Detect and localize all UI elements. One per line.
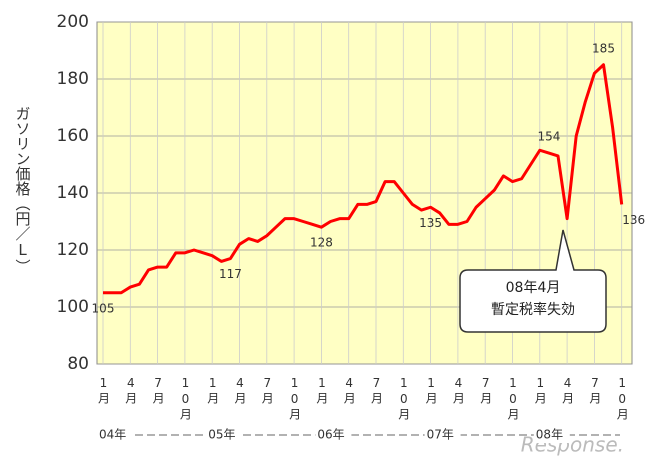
line [103, 63, 624, 295]
year-label: 04年 [99, 428, 126, 442]
x-tick-label: 1月 [424, 376, 438, 406]
y-tick-label: 140 [57, 183, 89, 203]
annotation: 08年4月 [506, 280, 561, 296]
year-label-bg [206, 427, 243, 443]
y-tick-label: 100 [57, 297, 89, 317]
y-tick-label: 120 [57, 240, 89, 260]
x-tick-label: 7月 [479, 376, 493, 406]
data-label: 105 [92, 301, 115, 315]
x-tick-label: 10月 [178, 376, 192, 422]
x-tick-label: 4月 [342, 376, 356, 406]
x-tick-label: 4月 [233, 376, 247, 406]
annotation: 暫定税率失効 [491, 301, 575, 318]
x-tick-label: 10月 [288, 376, 302, 422]
x-tick-label: 7月 [151, 376, 165, 406]
data-label: 185 [592, 41, 615, 55]
y-tick-label: 200 [57, 12, 89, 32]
data-label: 154 [537, 130, 560, 144]
y-axis-label: ガソリン価格（円／L） [14, 106, 32, 274]
year-label-bg [97, 427, 133, 443]
x-tick-label: 10月 [506, 376, 520, 422]
y-tick-label: 80 [67, 354, 89, 374]
year-label: 07年 [427, 428, 454, 442]
data-label: 117 [219, 267, 242, 281]
x-tick-label: 1月 [533, 376, 547, 406]
x-tick-label: 7月 [588, 376, 602, 406]
y-tick-label: 160 [57, 126, 89, 146]
year-label-bg [424, 427, 461, 443]
x-tick-label: 4月 [451, 376, 465, 406]
data-label: 136 [622, 213, 645, 227]
x-tick-label: 1月 [315, 376, 329, 406]
year-label: 08年 [536, 428, 563, 442]
callout [459, 229, 607, 333]
data-label: 128 [310, 236, 333, 250]
x-tick-label: 10月 [615, 376, 629, 422]
x-tick-label: 1月 [97, 376, 111, 406]
x-tick-label: 7月 [260, 376, 274, 406]
x-tick-label: 4月 [124, 376, 138, 406]
x-tick-label: 10月 [397, 376, 411, 422]
x-tick-label: 7月 [370, 376, 384, 406]
year-label-bg [315, 427, 352, 443]
year-label-bg [533, 427, 570, 443]
year-label: 06年 [317, 428, 344, 442]
y-tick-label: 180 [57, 69, 89, 89]
year-label: 05年 [208, 428, 235, 442]
x-tick-label: 1月 [206, 376, 220, 406]
x-tick-label: 4月 [561, 376, 575, 406]
data-label: 135 [419, 216, 442, 230]
